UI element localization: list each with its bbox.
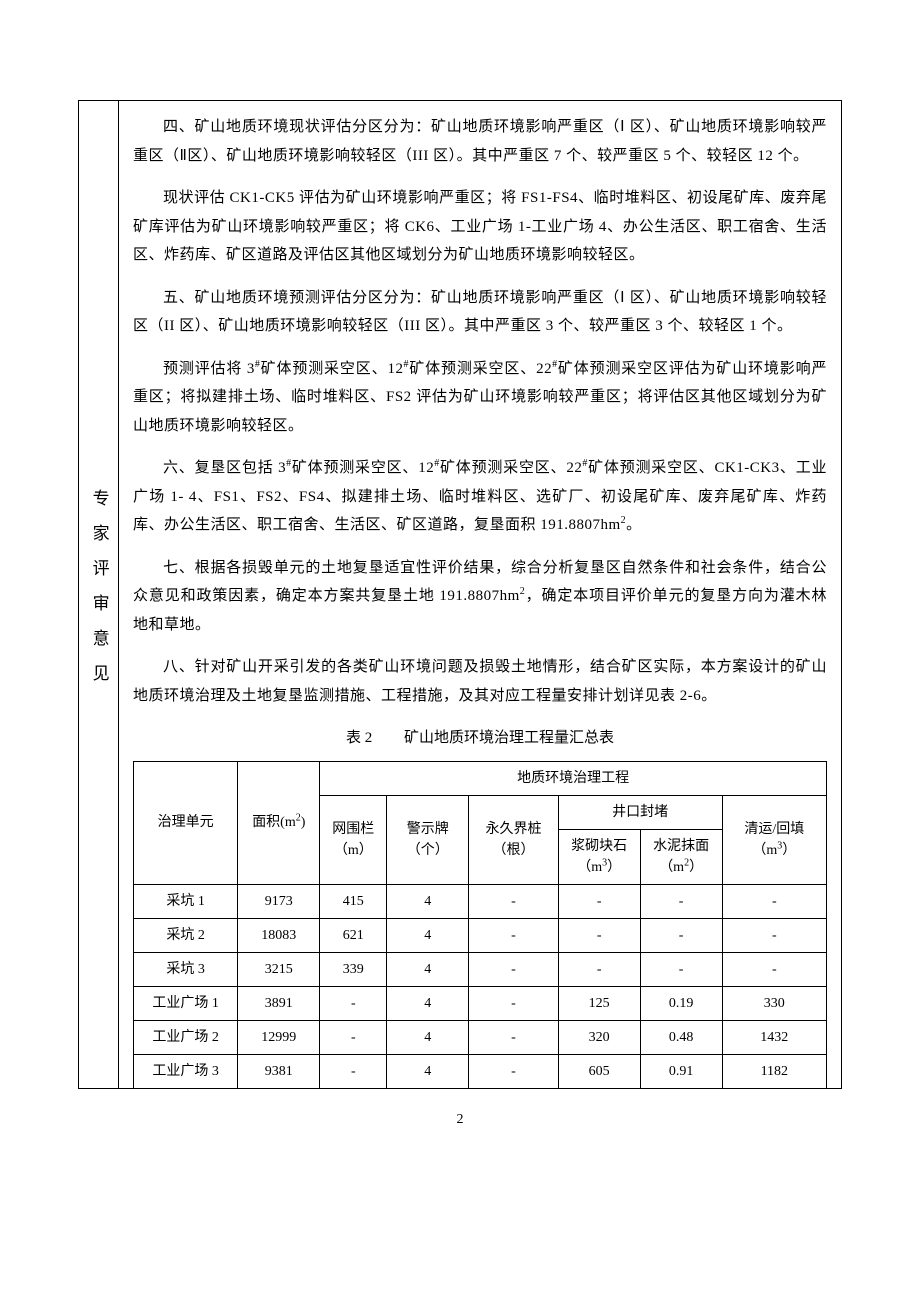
cell-area: 9381 — [238, 1054, 320, 1088]
cell-stake: - — [469, 884, 558, 918]
header-row-1: 治理单元 面积(m2) 地质环境治理工程 — [134, 761, 827, 795]
th-seal-b: 水泥抹面（m2） — [640, 829, 722, 884]
cell-fill: - — [722, 952, 826, 986]
para-5: 五、矿山地质环境预测评估分区分为：矿山地质环境影响严重区（Ⅰ 区）、矿山地质环境… — [133, 284, 827, 341]
page-number: 2 — [78, 1107, 842, 1134]
cell-sign: 4 — [387, 986, 469, 1020]
para-5b: 预测评估将 3#矿体预测采空区、12#矿体预测采空区、22#矿体预测采空区评估为… — [133, 355, 827, 441]
table-title-text: 矿山地质环境治理工程量汇总表 — [404, 730, 614, 746]
cell-seal_a: 320 — [558, 1020, 640, 1054]
cell-unit: 采坑 3 — [134, 952, 238, 986]
table-caption: 表 2 矿山地质环境治理工程量汇总表 — [133, 724, 827, 753]
cell-seal_b: - — [640, 952, 722, 986]
cell-fill: 1432 — [722, 1020, 826, 1054]
cell-fence: - — [320, 1054, 387, 1088]
th-group: 地质环境治理工程 — [320, 761, 827, 795]
p6-mid1: 矿体预测采空区、12 — [292, 460, 435, 476]
cell-area: 18083 — [238, 918, 320, 952]
th-fill: 清运/回填（m3） — [722, 795, 826, 884]
th-area-post: ) — [301, 815, 306, 830]
engineering-table: 治理单元 面积(m2) 地质环境治理工程 网围栏（m） 警示牌（个） 永久界桩（… — [133, 761, 827, 1088]
table-row: 采坑 2180836214---- — [134, 918, 827, 952]
cell-seal_a: - — [558, 918, 640, 952]
cell-fence: - — [320, 986, 387, 1020]
table-row: 采坑 332153394---- — [134, 952, 827, 986]
para-6: 六、复垦区包括 3#矿体预测采空区、12#矿体预测采空区、22#矿体预测采空区、… — [133, 454, 827, 540]
p5b-mid1: 矿体预测采空区、12 — [260, 361, 403, 377]
th-seal-a-post: ） — [607, 860, 621, 875]
cell-fence: - — [320, 1020, 387, 1054]
para-4b: 现状评估 CK1-CK5 评估为矿山环境影响严重区；将 FS1-FS4、临时堆料… — [133, 184, 827, 270]
th-stake: 永久界桩（根） — [469, 795, 558, 884]
p5b-mid2: 矿体预测采空区、22 — [409, 361, 552, 377]
cell-area: 3215 — [238, 952, 320, 986]
th-seal-group: 井口封堵 — [558, 795, 722, 829]
cell-seal_b: 0.19 — [640, 986, 722, 1020]
table-row: 工业广场 13891-4-1250.19330 — [134, 986, 827, 1020]
cell-seal_b: - — [640, 884, 722, 918]
cell-unit: 工业广场 3 — [134, 1054, 238, 1088]
table-row: 采坑 191734154---- — [134, 884, 827, 918]
para-8: 八、针对矿山开采引发的各类矿山环境问题及损毁土地情形，结合矿区实际，本方案设计的… — [133, 653, 827, 710]
cell-seal_a: 125 — [558, 986, 640, 1020]
cell-stake: - — [469, 1054, 558, 1088]
cell-fill: - — [722, 918, 826, 952]
cell-fence: 339 — [320, 952, 387, 986]
p5b-pre: 预测评估将 3 — [163, 361, 255, 377]
cell-seal_b: - — [640, 918, 722, 952]
p6-post2: 。 — [626, 517, 642, 533]
cell-fill: 1182 — [722, 1054, 826, 1088]
cell-sign: 4 — [387, 1054, 469, 1088]
cell-sign: 4 — [387, 918, 469, 952]
th-area: 面积(m2) — [238, 761, 320, 884]
cell-seal_a: - — [558, 952, 640, 986]
table-row: 工业广场 212999-4-3200.481432 — [134, 1020, 827, 1054]
cell-stake: - — [469, 986, 558, 1020]
cell-sign: 4 — [387, 1020, 469, 1054]
cell-stake: - — [469, 1020, 558, 1054]
table-number: 表 2 — [346, 730, 372, 746]
cell-stake: - — [469, 918, 558, 952]
th-unit: 治理单元 — [134, 761, 238, 884]
table-wrap: 治理单元 面积(m2) 地质环境治理工程 网围栏（m） 警示牌（个） 永久界桩（… — [133, 761, 827, 1088]
p6-mid2: 矿体预测采空区、22 — [440, 460, 583, 476]
para-7: 七、根据各损毁单元的土地复垦适宜性评价结果，综合分析复垦区自然条件和社会条件，结… — [133, 554, 827, 640]
th-seal-a: 浆砌块石（m3） — [558, 829, 640, 884]
cell-seal_b: 0.91 — [640, 1054, 722, 1088]
th-seal-b-post: ） — [689, 860, 703, 875]
th-sign: 警示牌（个） — [387, 795, 469, 884]
cell-area: 3891 — [238, 986, 320, 1020]
cell-area: 9173 — [238, 884, 320, 918]
cell-fill: 330 — [722, 986, 826, 1020]
cell-sign: 4 — [387, 952, 469, 986]
table-body: 采坑 191734154----采坑 2180836214----采坑 3321… — [134, 884, 827, 1088]
cell-seal_b: 0.48 — [640, 1020, 722, 1054]
p6-pre: 六、复垦区包括 3 — [163, 460, 286, 476]
cell-seal_a: 605 — [558, 1054, 640, 1088]
para-4: 四、矿山地质环境现状评估分区分为：矿山地质环境影响严重区（Ⅰ 区）、矿山地质环境… — [133, 113, 827, 170]
cell-fill: - — [722, 884, 826, 918]
main-content: 四、矿山地质环境现状评估分区分为：矿山地质环境影响严重区（Ⅰ 区）、矿山地质环境… — [119, 101, 841, 1088]
cell-unit: 采坑 2 — [134, 918, 238, 952]
cell-area: 12999 — [238, 1020, 320, 1054]
th-fill-post: ） — [782, 843, 796, 858]
document-frame: 专家评审意见 四、矿山地质环境现状评估分区分为：矿山地质环境影响严重区（Ⅰ 区）… — [78, 100, 842, 1089]
cell-fence: 621 — [320, 918, 387, 952]
table-head: 治理单元 面积(m2) 地质环境治理工程 网围栏（m） 警示牌（个） 永久界桩（… — [134, 761, 827, 884]
th-fence: 网围栏（m） — [320, 795, 387, 884]
table-row: 工业广场 39381-4-6050.911182 — [134, 1054, 827, 1088]
cell-unit: 工业广场 1 — [134, 986, 238, 1020]
cell-seal_a: - — [558, 884, 640, 918]
cell-fence: 415 — [320, 884, 387, 918]
cell-unit: 工业广场 2 — [134, 1020, 238, 1054]
cell-sign: 4 — [387, 884, 469, 918]
cell-stake: - — [469, 952, 558, 986]
th-area-pre: 面积(m — [252, 815, 296, 830]
sidebar-label: 专家评审意见 — [79, 101, 119, 1088]
cell-unit: 采坑 1 — [134, 884, 238, 918]
